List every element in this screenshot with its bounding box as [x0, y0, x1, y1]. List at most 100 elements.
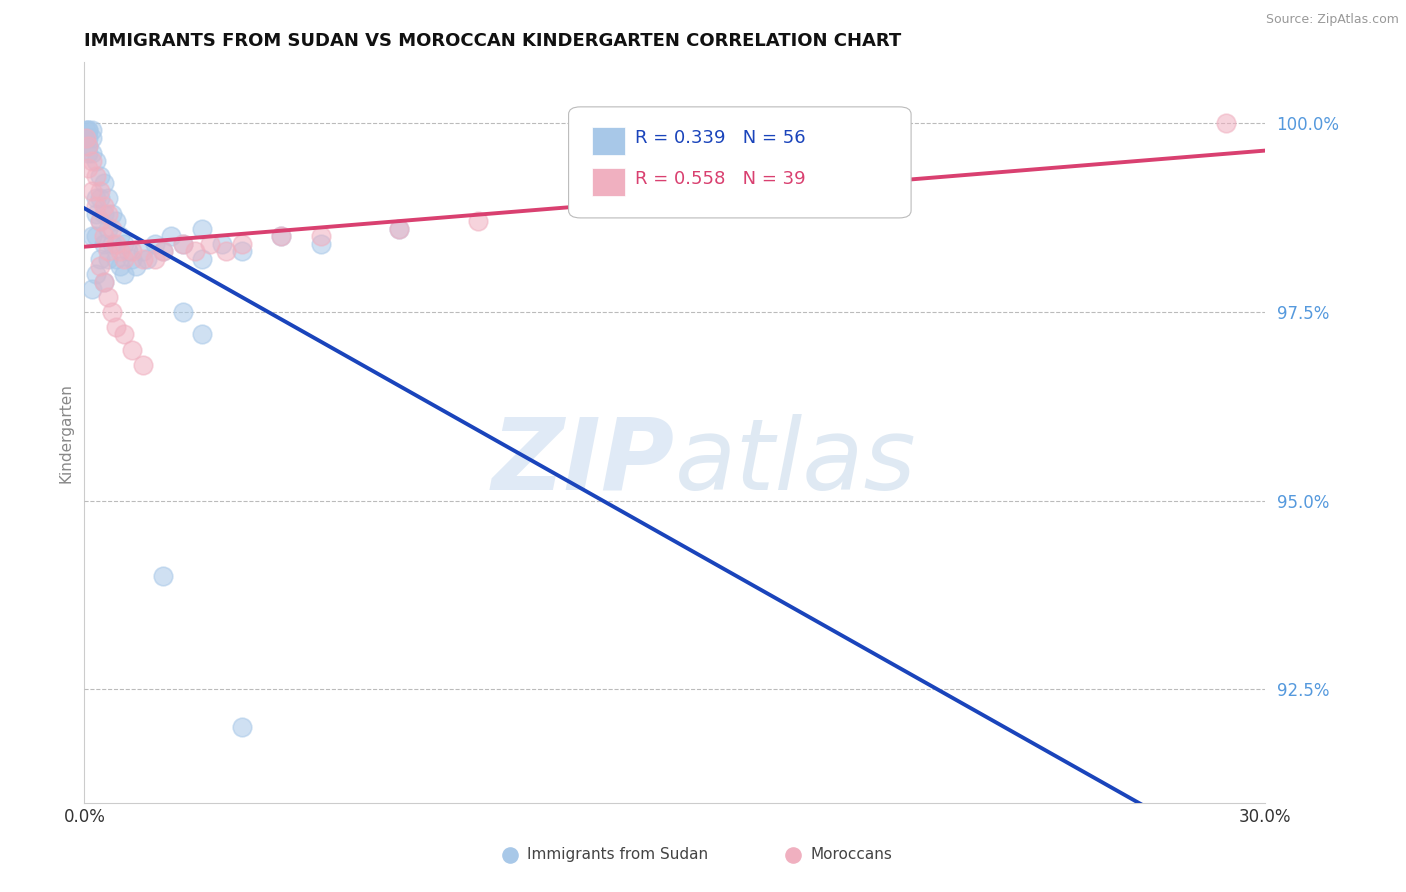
Point: [143, 236, 166, 251]
Point: [89, 191, 111, 205]
Point: [101, 221, 124, 235]
Point: [121, 343, 143, 357]
Point: [112, 267, 135, 281]
Point: [93, 206, 115, 220]
Text: Moroccans: Moroccans: [811, 847, 893, 863]
Point: [231, 720, 253, 734]
Point: [211, 236, 233, 251]
Point: [77, 138, 100, 153]
Point: [82, 229, 104, 244]
Point: [231, 244, 253, 259]
Point: [101, 236, 124, 251]
Point: [82, 184, 104, 198]
Point: [75, 131, 97, 145]
Point: [89, 169, 111, 183]
Point: [84, 169, 107, 183]
Point: [108, 229, 131, 244]
Point: [82, 131, 104, 145]
Point: [77, 146, 100, 161]
Point: [84, 199, 107, 213]
Point: [108, 244, 131, 259]
Point: [117, 244, 139, 259]
Point: [101, 304, 124, 318]
Point: [309, 229, 332, 244]
Point: [183, 244, 205, 259]
Point: [77, 123, 100, 137]
Point: [97, 244, 120, 259]
Point: [136, 252, 159, 266]
Point: [152, 569, 174, 583]
Point: [89, 260, 111, 274]
Point: [104, 252, 127, 266]
Point: [97, 221, 120, 235]
Point: [97, 206, 120, 220]
Point: [172, 236, 194, 251]
Point: [388, 221, 411, 235]
Point: [82, 282, 104, 296]
Point: [172, 236, 194, 251]
Point: [388, 221, 411, 235]
Point: [84, 267, 107, 281]
Point: [84, 153, 107, 168]
Text: Source: ZipAtlas.com: Source: ZipAtlas.com: [1265, 13, 1399, 27]
Point: [112, 236, 135, 251]
Point: [270, 229, 292, 244]
Text: R = 0.339   N = 56: R = 0.339 N = 56: [634, 129, 806, 147]
Point: [121, 252, 143, 266]
Point: [191, 252, 214, 266]
Point: [84, 191, 107, 205]
Point: [82, 146, 104, 161]
Point: [104, 319, 127, 334]
Point: [231, 236, 253, 251]
Point: [467, 214, 489, 228]
Point: [89, 252, 111, 266]
Point: [172, 304, 194, 318]
Point: [1215, 116, 1237, 130]
Point: [160, 229, 183, 244]
Point: [191, 221, 214, 235]
Text: ZIP: ZIP: [492, 414, 675, 511]
Y-axis label: Kindergarten: Kindergarten: [58, 383, 73, 483]
Point: [93, 229, 115, 244]
Point: [82, 123, 104, 137]
Point: [191, 327, 214, 342]
Point: [104, 236, 127, 251]
Text: atlas: atlas: [675, 414, 917, 511]
Point: [132, 252, 155, 266]
Point: [112, 252, 135, 266]
Point: [152, 244, 174, 259]
Point: [143, 252, 166, 266]
Text: Immigrants from Sudan: Immigrants from Sudan: [527, 847, 709, 863]
Point: [93, 275, 115, 289]
Point: [152, 244, 174, 259]
Point: [97, 191, 120, 205]
Point: [93, 199, 115, 213]
Point: [132, 358, 155, 372]
Text: R = 0.558   N = 39: R = 0.558 N = 39: [634, 169, 806, 187]
Point: [97, 290, 120, 304]
Point: [75, 131, 97, 145]
Point: [124, 260, 146, 274]
Point: [97, 252, 120, 266]
Point: [112, 327, 135, 342]
Point: [121, 244, 143, 259]
FancyBboxPatch shape: [568, 107, 911, 218]
Point: [84, 229, 107, 244]
Point: [84, 206, 107, 220]
Point: [77, 138, 100, 153]
Point: [309, 236, 332, 251]
Bar: [592, 168, 626, 195]
Point: [270, 229, 292, 244]
Point: [89, 214, 111, 228]
Point: [200, 236, 222, 251]
Point: [104, 214, 127, 228]
Point: [93, 177, 115, 191]
Point: [215, 244, 238, 259]
Point: [89, 214, 111, 228]
Text: IMMIGRANTS FROM SUDAN VS MOROCCAN KINDERGARTEN CORRELATION CHART: IMMIGRANTS FROM SUDAN VS MOROCCAN KINDER…: [84, 32, 901, 50]
Point: [93, 236, 115, 251]
Point: [93, 275, 115, 289]
Point: [77, 131, 100, 145]
Bar: [592, 127, 626, 155]
Point: [101, 206, 124, 220]
